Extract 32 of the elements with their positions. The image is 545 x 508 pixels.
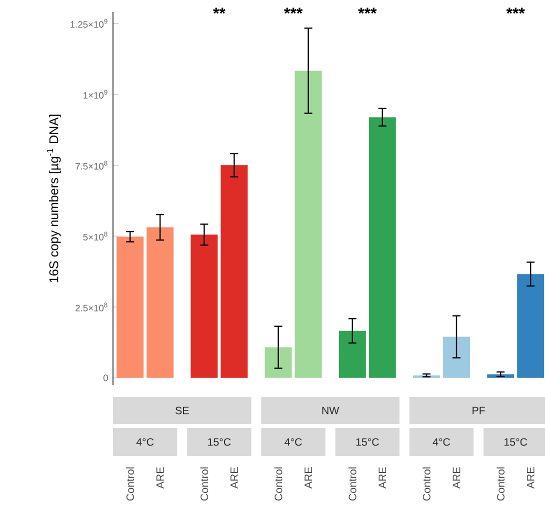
- annotation: **: [213, 8, 226, 14]
- x-tick-label: ARE: [452, 467, 460, 489]
- y-tick-label: 2.5×10$^{8}$: [76, 302, 108, 312]
- y-tick-label: 7.5×10$^{8}$: [76, 160, 108, 170]
- x-tick-label: ARE: [156, 467, 164, 489]
- annotation: ***: [506, 8, 525, 14]
- y-tick-label: 1.25×10$^{9}$: [70, 18, 108, 28]
- y-tick-label: 0: [103, 374, 108, 382]
- x-tick-label: ARE: [526, 467, 534, 489]
- x-tick-label: ARE: [230, 467, 238, 489]
- text: 4°C: [284, 438, 302, 446]
- y-tick-label: 1×10$^{9}$: [84, 90, 108, 99]
- annotation: ***: [358, 8, 377, 14]
- x-tick-label: ARE: [304, 467, 312, 489]
- text: 15°C: [208, 438, 231, 446]
- y-axis-title: 16S copy numbers [µg$^{-1}$ DNA]: [46, 114, 61, 282]
- text: 15°C: [504, 438, 528, 446]
- text: 4°C: [432, 438, 450, 446]
- x-tick-label: Control: [496, 467, 505, 501]
- x-tick-label: Control: [200, 467, 208, 501]
- text: NW: [322, 406, 340, 414]
- text: 15°C: [356, 438, 379, 446]
- x-tick-label: ARE: [378, 467, 386, 489]
- y-tick-label: 5×10$^{8}$: [83, 232, 108, 240]
- x-tick-label: Control: [274, 467, 282, 501]
- text: SE: [176, 406, 189, 414]
- text: 4°C: [136, 438, 154, 446]
- x-tick-label: Control: [422, 467, 430, 501]
- annotation: ***: [284, 8, 303, 14]
- x-tick-label: Control: [126, 467, 134, 501]
- x-tick-label: Control: [348, 467, 356, 501]
- text: PF: [472, 406, 485, 414]
